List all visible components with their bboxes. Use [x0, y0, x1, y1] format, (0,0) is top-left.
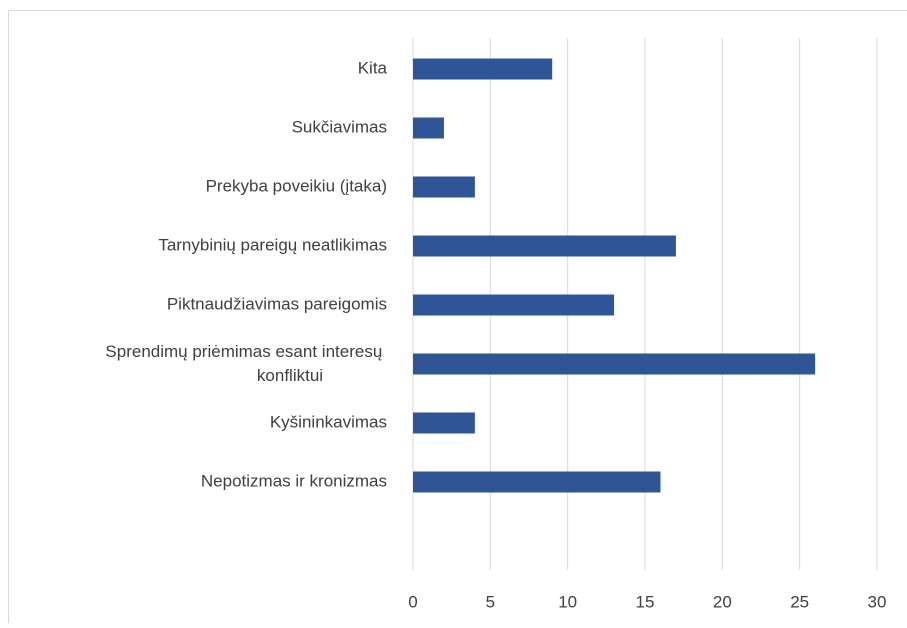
- y-tick-label: Piktnaudžiavimas pareigomis: [167, 294, 387, 313]
- x-tick-label: 25: [790, 592, 809, 611]
- bar: [413, 354, 815, 375]
- y-tick-label: Kyšininkavimas: [270, 412, 387, 431]
- y-tick-label: Sukčiavimas: [292, 117, 387, 136]
- bar: [413, 59, 552, 80]
- bar: [413, 118, 444, 139]
- x-tick-label: 15: [636, 592, 655, 611]
- x-tick-label: 30: [868, 592, 887, 611]
- y-tick-label: Kita: [358, 58, 388, 77]
- x-tick-label: 5: [486, 592, 495, 611]
- x-tick-label: 0: [408, 592, 417, 611]
- x-tick-label: 20: [713, 592, 732, 611]
- bar: [413, 472, 660, 493]
- y-tick-label: Sprendimų priėmimas esant interesų konfl…: [105, 342, 387, 385]
- bar: [413, 177, 475, 198]
- bar: [413, 413, 475, 434]
- y-tick-label: Nepotizmas ir kronizmas: [201, 471, 387, 490]
- bar: [413, 236, 676, 257]
- x-tick-label: 10: [558, 592, 577, 611]
- bar: [413, 295, 614, 316]
- y-tick-label: Tarnybinių pareigų neatlikimas: [158, 235, 387, 254]
- chart-border: [9, 11, 907, 624]
- y-tick-label: Prekyba poveikiu (įtaka): [206, 176, 387, 195]
